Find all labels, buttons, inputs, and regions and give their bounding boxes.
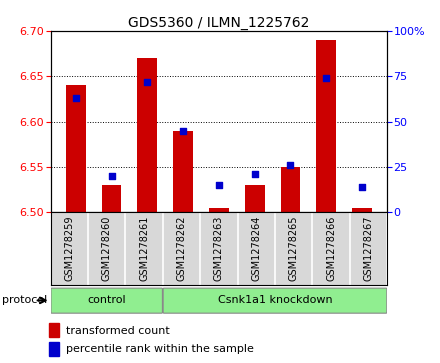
Text: percentile rank within the sample: percentile rank within the sample xyxy=(66,344,254,354)
Text: transformed count: transformed count xyxy=(66,326,170,336)
FancyBboxPatch shape xyxy=(163,288,387,313)
Bar xyxy=(209,208,229,212)
Bar xyxy=(137,58,157,212)
Text: protocol: protocol xyxy=(2,295,48,305)
Text: control: control xyxy=(88,295,126,305)
Bar xyxy=(102,185,121,212)
Point xyxy=(323,75,330,81)
Point xyxy=(287,162,294,168)
Point xyxy=(72,95,79,101)
Bar xyxy=(352,208,372,212)
Text: GSM1278261: GSM1278261 xyxy=(139,216,149,281)
Text: Csnk1a1 knockdown: Csnk1a1 knockdown xyxy=(218,295,332,305)
Point xyxy=(216,182,222,188)
Bar xyxy=(316,40,336,212)
Text: GSM1278265: GSM1278265 xyxy=(289,216,299,281)
Point xyxy=(108,173,115,179)
Bar xyxy=(49,342,59,356)
Bar xyxy=(66,85,86,212)
Text: GSM1278259: GSM1278259 xyxy=(64,216,74,281)
Text: GSM1278260: GSM1278260 xyxy=(102,216,112,281)
Bar xyxy=(245,185,264,212)
Title: GDS5360 / ILMN_1225762: GDS5360 / ILMN_1225762 xyxy=(128,16,310,30)
Text: GSM1278263: GSM1278263 xyxy=(214,216,224,281)
Text: GSM1278267: GSM1278267 xyxy=(363,216,374,281)
Point xyxy=(144,79,151,85)
Bar xyxy=(49,323,59,338)
Bar xyxy=(173,131,193,212)
Text: GSM1278262: GSM1278262 xyxy=(176,216,187,281)
Point xyxy=(180,128,187,134)
Bar xyxy=(281,167,301,212)
Point xyxy=(251,171,258,177)
Text: GSM1278266: GSM1278266 xyxy=(326,216,336,281)
FancyBboxPatch shape xyxy=(51,288,162,313)
Text: GSM1278264: GSM1278264 xyxy=(251,216,261,281)
Point xyxy=(359,184,366,190)
